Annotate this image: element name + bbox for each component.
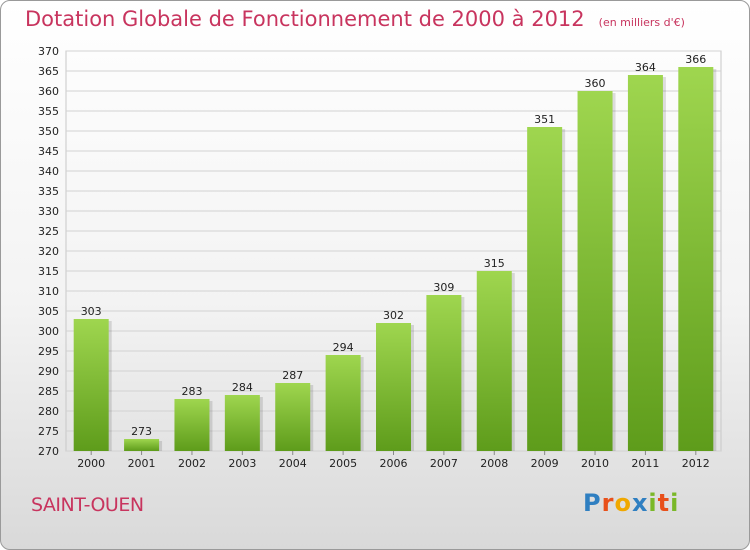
x-tick-label: 2006 xyxy=(380,457,408,470)
y-tick-label: 320 xyxy=(38,245,59,258)
y-tick-label: 370 xyxy=(38,45,59,58)
logo-letter: i xyxy=(670,489,680,517)
x-tick-label: 2010 xyxy=(581,457,609,470)
bar-2009 xyxy=(527,127,563,451)
chart-title: Dotation Globale de Fonctionnement de 20… xyxy=(25,7,685,31)
value-label: 294 xyxy=(333,341,354,354)
bar-2003 xyxy=(224,395,260,451)
bar-2012 xyxy=(678,67,714,451)
bar-2000 xyxy=(73,319,109,451)
value-label: 303 xyxy=(81,305,102,318)
x-tick-label: 2000 xyxy=(77,457,105,470)
y-tick-label: 340 xyxy=(38,165,59,178)
y-tick-label: 270 xyxy=(38,445,59,458)
x-tick-label: 2002 xyxy=(178,457,206,470)
y-tick-label: 315 xyxy=(38,265,59,278)
location-name: SAINT-OUEN xyxy=(31,494,144,516)
value-label: 360 xyxy=(585,77,606,90)
chart-title-text: Dotation Globale de Fonctionnement de 20… xyxy=(25,7,585,31)
value-label: 284 xyxy=(232,381,253,394)
logo-letter: o xyxy=(614,489,632,517)
bar-series: 303 273 283 284 287 294 302 309 315 351 360 364 366 xyxy=(73,53,717,451)
y-tick-label: 295 xyxy=(38,345,59,358)
value-label: 287 xyxy=(282,369,303,382)
logo-letter: i xyxy=(648,489,658,517)
x-tick-label: 2003 xyxy=(228,457,256,470)
y-tick-label: 280 xyxy=(38,405,59,418)
y-tick-label: 355 xyxy=(38,105,59,118)
x-axis: 2000 2001 2002 2003 2004 2005 2006 2007 2008 2009… xyxy=(77,451,710,470)
value-label: 309 xyxy=(433,281,454,294)
x-tick-label: 2009 xyxy=(531,457,559,470)
y-tick-label: 330 xyxy=(38,205,59,218)
bar-2001 xyxy=(124,439,160,451)
x-tick-label: 2005 xyxy=(329,457,357,470)
x-tick-label: 2008 xyxy=(480,457,508,470)
value-label: 351 xyxy=(534,113,555,126)
y-tick-label: 360 xyxy=(38,85,59,98)
value-label: 283 xyxy=(181,385,202,398)
x-tick-label: 2004 xyxy=(279,457,307,470)
y-tick-label: 290 xyxy=(38,365,59,378)
logo-letter: P xyxy=(583,489,602,517)
logo-letter: t xyxy=(657,489,671,517)
bar-2010 xyxy=(577,91,613,451)
x-tick-label: 2012 xyxy=(682,457,710,470)
chart-unit-label: (en milliers d'€) xyxy=(598,16,685,29)
bar-2011 xyxy=(627,75,663,451)
logo-letter: r xyxy=(601,489,615,517)
bar-2006 xyxy=(376,323,411,451)
y-tick-label: 325 xyxy=(38,225,59,238)
y-tick-label: 305 xyxy=(38,305,59,318)
logo-letter: x xyxy=(631,489,649,517)
value-label: 273 xyxy=(131,425,152,438)
value-label: 302 xyxy=(383,309,404,322)
value-label: 366 xyxy=(685,53,706,66)
y-tick-label: 300 xyxy=(38,325,59,338)
bar-2004 xyxy=(275,383,311,451)
x-tick-label: 2001 xyxy=(128,457,156,470)
bar-2007 xyxy=(426,295,462,451)
x-tick-label: 2007 xyxy=(430,457,458,470)
value-label: 364 xyxy=(635,61,656,74)
y-tick-label: 285 xyxy=(38,385,59,398)
bar-2005 xyxy=(325,355,361,451)
bar-2008 xyxy=(476,271,512,451)
bar-2002 xyxy=(174,399,210,451)
y-tick-label: 275 xyxy=(38,425,59,438)
y-tick-label: 365 xyxy=(38,65,59,78)
x-tick-label: 2011 xyxy=(631,457,659,470)
y-tick-label: 310 xyxy=(38,285,59,298)
value-label: 315 xyxy=(484,257,505,270)
y-tick-label: 350 xyxy=(38,125,59,138)
y-tick-label: 335 xyxy=(38,185,59,198)
proxiti-logo[interactable]: Proxiti xyxy=(583,489,679,517)
y-axis: 270 275 280 285 290 295 300 305 310 315 320 325 330 3… xyxy=(38,45,59,458)
y-tick-label: 345 xyxy=(38,145,59,158)
